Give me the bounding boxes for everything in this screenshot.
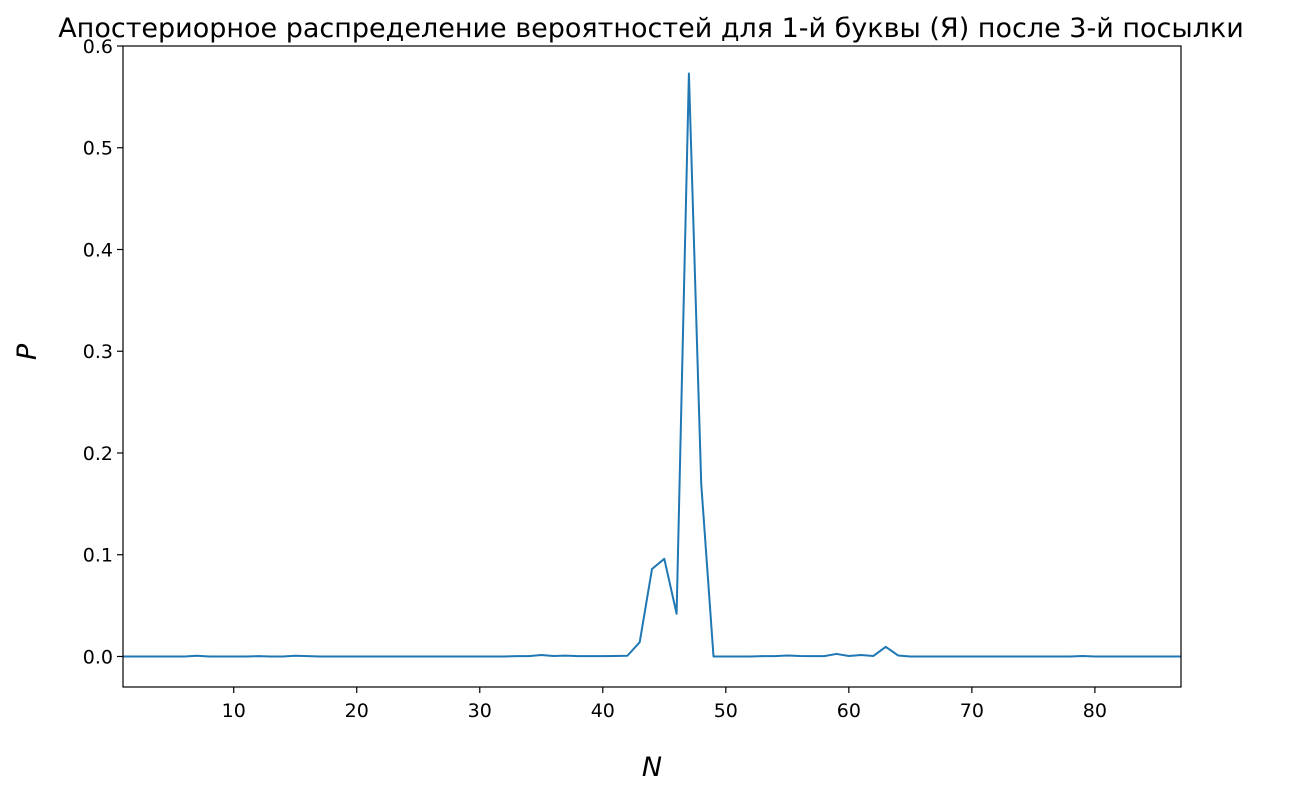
x-tick-label: 50 [714,700,738,722]
y-tick-label: 0.4 [83,239,113,261]
x-axis: 10 20 30 40 50 60 70 80 [222,687,1107,722]
y-tick-label: 0.5 [83,138,113,160]
x-tick-label: 70 [960,700,984,722]
chart-title: Апостериорное распределение вероятностей… [58,13,1244,44]
x-tick-label: 30 [468,700,492,722]
plot-area [123,72,1181,658]
y-tick-label: 0.3 [83,341,113,363]
y-axis-label: P [12,343,43,360]
x-tick-label: 20 [345,700,369,722]
plot-frame [122,45,1182,688]
x-axis-label: N [642,752,662,783]
y-tick-label: 0.1 [83,545,113,567]
y-tick-label: 0.6 [83,36,113,58]
y-tick-label: 0.0 [83,646,113,668]
y-tick-label: 0.2 [83,443,113,465]
x-tick-label: 10 [222,700,246,722]
x-tick-label: 40 [591,700,615,722]
y-axis: 0.0 0.1 0.2 0.3 0.4 0.5 0.6 [83,36,123,668]
x-tick-label: 80 [1083,700,1107,722]
x-tick-label: 60 [837,700,861,722]
series-line-1 [123,72,1181,658]
